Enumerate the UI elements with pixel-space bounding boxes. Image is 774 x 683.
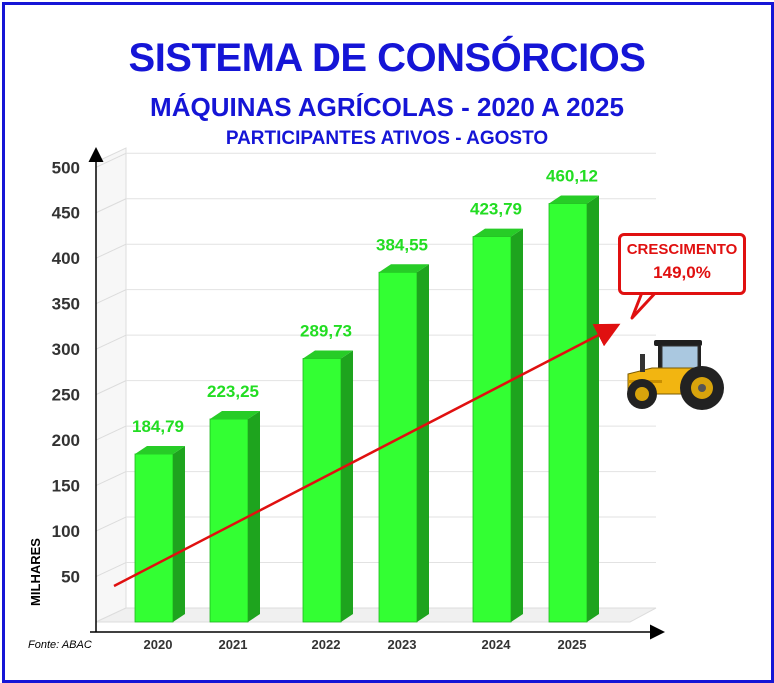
callout-value: 149,0% [653, 263, 711, 282]
bar-value-label: 460,12 [546, 167, 598, 186]
gridline-depth [95, 562, 127, 577]
chart-title: SISTEMA DE CONSÓRCIOS [128, 36, 646, 80]
gridline-depth [95, 516, 127, 532]
gridline-depth [95, 152, 127, 168]
bar-side [173, 445, 185, 622]
bar [302, 350, 353, 623]
bar-front [134, 453, 174, 623]
bar [209, 410, 260, 623]
source-note: Fonte: ABAC [28, 639, 92, 651]
bar-front [472, 236, 512, 623]
bar-side [248, 410, 260, 622]
bar-top [210, 410, 260, 419]
tractor-icon [627, 340, 724, 410]
gridline-depth [95, 380, 127, 396]
y-tick-label: 450 [52, 204, 80, 223]
bar-top [379, 264, 429, 273]
bar-front [378, 271, 418, 623]
callout-box [618, 233, 746, 295]
y-tick-label: 200 [52, 431, 80, 450]
gridline-depth [95, 198, 127, 214]
bar-side [341, 350, 353, 622]
y-tick-label: 350 [52, 295, 80, 314]
bar-top [473, 228, 523, 237]
y-tick-label: 500 [52, 158, 80, 177]
trend-arrow [113, 323, 621, 588]
bar-value-label: 223,25 [207, 382, 259, 401]
bar-value-label: 384,55 [376, 235, 428, 254]
gridline-depth [95, 425, 127, 441]
chart-subtitle: MÁQUINAS AGRÍCOLAS - 2020 A 2025 [150, 92, 624, 122]
x-tick-label: 2024 [482, 637, 512, 652]
bar [472, 228, 523, 623]
y-tick-label: 150 [52, 477, 80, 496]
y-axis-label: MILHARES [28, 538, 43, 606]
y-tick-label: 300 [52, 340, 80, 359]
bar-side [587, 195, 599, 622]
bar [134, 445, 185, 623]
bar-value-label: 289,73 [300, 322, 352, 341]
bar-top [303, 350, 353, 359]
gridline-depth [95, 243, 127, 259]
y-tick-label: 250 [52, 386, 80, 405]
bar-value-label: 423,79 [470, 200, 522, 219]
bar-side [417, 264, 429, 622]
y-tick-label: 50 [61, 568, 80, 587]
gridline-depth [95, 289, 127, 305]
y-tick-label: 100 [52, 522, 80, 541]
side-wall [95, 147, 127, 623]
x-tick-label: 2022 [312, 637, 341, 652]
x-tick-label: 2020 [144, 637, 173, 652]
gridline-depth [95, 334, 127, 350]
bar [548, 195, 599, 623]
y-tick-label: 400 [52, 249, 80, 268]
bar-side [511, 228, 523, 622]
bar-top [135, 445, 185, 454]
x-tick-label: 2023 [388, 637, 417, 652]
bar-value-label: 184,79 [132, 417, 184, 436]
bar [378, 264, 429, 623]
x-tick-label: 2021 [219, 637, 248, 652]
callout-label: CRESCIMENTO [626, 241, 738, 258]
x-tick-label: 2025 [558, 637, 587, 652]
bar-top [549, 195, 599, 204]
bar-front [548, 203, 588, 623]
gridline-depth [95, 471, 127, 487]
chart-subtitle-2: PARTICIPANTES ATIVOS - AGOSTO [225, 128, 549, 149]
bar-front [302, 358, 342, 623]
growth-callout: CRESCIMENTO 149,0% [618, 233, 746, 295]
